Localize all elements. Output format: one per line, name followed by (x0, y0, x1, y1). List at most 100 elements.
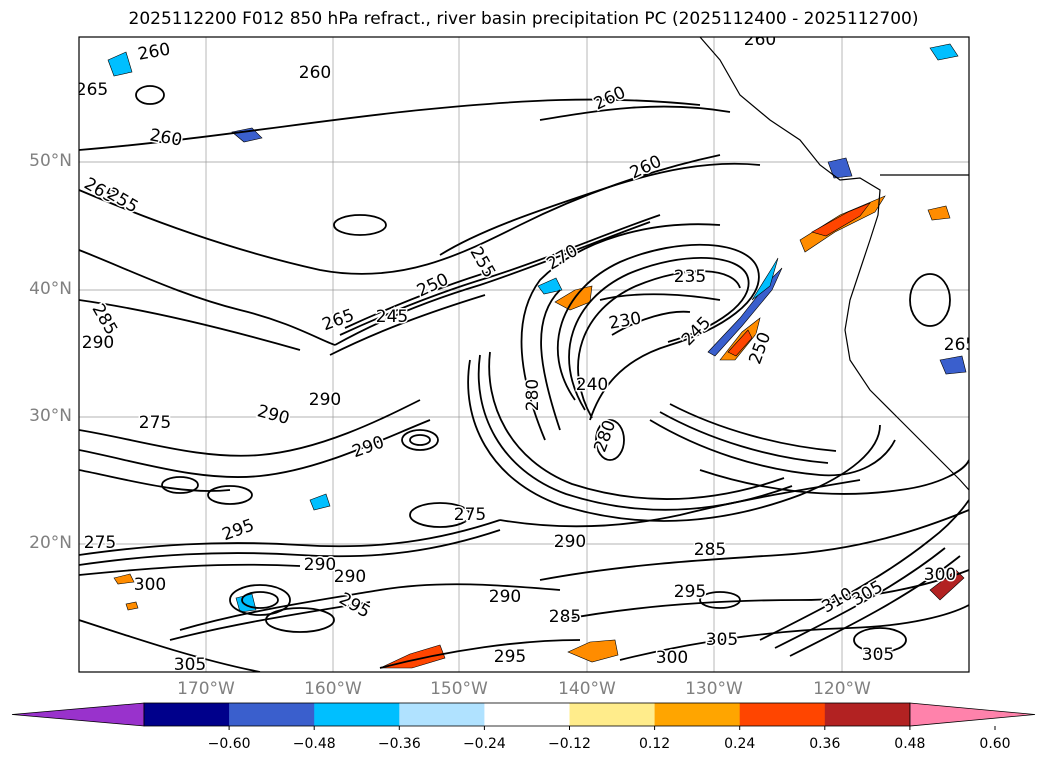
contour-line (556, 243, 760, 421)
colorbar-tick-label: −0.24 (462, 736, 506, 752)
contour-line (329, 294, 486, 356)
lat-label-40n: 40°N (29, 279, 72, 299)
contour-label: 290 (309, 390, 341, 410)
contour-ring (207, 485, 253, 505)
colorbar-extend-high (909, 702, 1036, 727)
contour-label: 260 (136, 39, 171, 64)
contour-line (79, 469, 231, 492)
contour-line (540, 289, 561, 431)
contour-line (334, 221, 651, 346)
contour-line (79, 519, 501, 556)
contour-label: 275 (84, 533, 116, 553)
contour-line (649, 419, 896, 477)
refractivity-contours (79, 85, 969, 672)
contour-ring (265, 607, 335, 633)
colorbar-tick-label: −0.60 (207, 736, 251, 752)
contour-ring (401, 429, 439, 451)
contour-label: 305 (706, 630, 738, 650)
contour-line (499, 479, 861, 528)
contour-line (344, 269, 496, 329)
contour-label: 275 (139, 413, 171, 433)
contour-ring (909, 273, 951, 327)
contour-line (774, 547, 946, 649)
precip-patch-orange-w (113, 573, 135, 585)
contour-line (559, 569, 969, 621)
precip-patch-blue-e (939, 355, 967, 375)
contour-label: 245 (376, 307, 408, 327)
colorbar-extend-low (11, 702, 145, 727)
contour-label: 235 (674, 267, 706, 287)
contour-ring (161, 476, 199, 494)
contour-line (568, 257, 750, 411)
colorbar-frame (143, 702, 911, 727)
contour-label: 290 (304, 555, 336, 575)
contour-line (79, 399, 421, 457)
coastline (699, 37, 969, 491)
colorbar-segment (484, 703, 570, 726)
precip-patch-blue-coast (827, 157, 853, 179)
contour-ring (135, 85, 165, 105)
contour-line (669, 403, 837, 452)
contour-label: 295 (494, 647, 526, 667)
contour-label: 280 (523, 379, 543, 411)
colorbar-segment (654, 703, 741, 726)
contour-line (439, 162, 761, 256)
contour-line (79, 299, 301, 351)
contour-ring (595, 419, 625, 461)
contour-line (488, 351, 785, 501)
contour-label: 305 (862, 645, 894, 665)
precip-patch-orange-w2 (125, 601, 139, 611)
contour-label: 260 (299, 63, 331, 83)
contour-label: 290 (554, 532, 586, 552)
colorbar-tick-label: 0.24 (724, 736, 756, 752)
colorbar-tick-label: 0.48 (894, 736, 926, 752)
map-background (79, 37, 969, 672)
colorbar-segment (314, 703, 400, 726)
contour-label: 305 (174, 655, 206, 675)
lon-label-160w: 160°W (304, 679, 362, 699)
contour-line (619, 604, 969, 661)
contour-line (659, 411, 829, 464)
contour-label: 300 (656, 648, 688, 668)
contour-ring (853, 627, 907, 653)
precip-patch-blue-ne (929, 43, 959, 61)
contour-line (699, 459, 969, 495)
colorbar-tick-label: 0.36 (809, 736, 841, 752)
colorbar-tick-label: −0.48 (292, 736, 336, 752)
lon-label-150w: 150°W (430, 679, 488, 699)
colorbar-segment (399, 703, 485, 726)
contour-ring (333, 214, 387, 236)
precip-patch-lightblue-bay (751, 257, 779, 301)
contour-ring (409, 434, 431, 446)
lon-label-140w: 140°W (558, 679, 616, 699)
precip-patch-red-coast (811, 202, 871, 237)
contour-label: 285 (549, 607, 581, 627)
contour-line (79, 563, 301, 576)
contour-line (179, 583, 561, 631)
contour-ring (699, 591, 741, 609)
contour-line (79, 529, 501, 566)
lat-label-50n: 50°N (29, 151, 72, 171)
contour-line (539, 105, 731, 121)
contour-label: 260 (744, 30, 776, 50)
contour-label: 290 (334, 567, 366, 587)
colorbar-tick-label: 0.60 (979, 736, 1011, 752)
contour-ring (241, 591, 279, 609)
contour-ring (229, 584, 291, 616)
map-title: 2025112200 F012 850 hPa refract., river … (128, 9, 919, 29)
contour-line (79, 419, 431, 478)
coastline-north-america (699, 37, 969, 491)
contour-line (759, 499, 969, 641)
precip-patch-lightblue-mid (537, 277, 563, 295)
contour-line (79, 98, 701, 151)
colorbar-segment (824, 703, 911, 726)
contour-line (169, 601, 371, 641)
precip-patch-orange-e (927, 205, 951, 221)
contour-line (599, 293, 721, 301)
contour-line (789, 555, 961, 657)
contour-label: 290 (82, 333, 114, 353)
contour-label: 300 (134, 575, 166, 595)
contour-label: 275 (454, 505, 486, 525)
colorbar-tick-label: 0.12 (639, 736, 671, 752)
